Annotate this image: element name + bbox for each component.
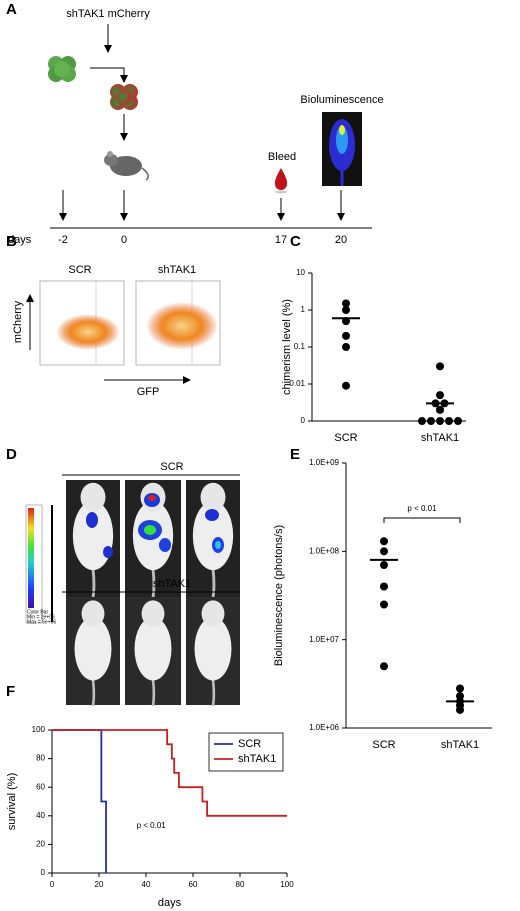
biolum-image — [322, 112, 362, 186]
flow-y-label: mCherry — [12, 300, 24, 343]
colorbar-text: Color Bar — [27, 609, 48, 615]
y-tick-label: 1.0E+07 — [309, 635, 340, 644]
dot — [380, 547, 388, 556]
days-label: days — [8, 234, 32, 246]
x-tick-label: 0 — [50, 880, 55, 889]
bleed-label: Bleed — [268, 151, 296, 163]
y-axis-label: survival (%) — [6, 773, 18, 830]
dot — [342, 331, 350, 340]
dot — [456, 705, 464, 714]
y-tick-label: 80 — [36, 754, 45, 763]
dot — [342, 299, 350, 308]
x-tick-label: 80 — [236, 880, 245, 889]
flow-title: shTAK1 — [158, 264, 196, 276]
significance-bracket — [383, 517, 461, 523]
legend-label: shTAK1 — [238, 753, 276, 765]
survival-line — [52, 729, 107, 873]
panel-label: A — [6, 1, 17, 18]
y-tick-label: 0.01 — [289, 379, 305, 388]
day-label: 17 — [275, 234, 287, 246]
imaging-label: Bioluminescence — [300, 94, 383, 106]
dot — [454, 417, 462, 425]
dot — [380, 537, 388, 546]
day-label: 0 — [121, 234, 127, 246]
y-tick-label: 1.0E+09 — [309, 458, 340, 467]
blood-drop — [274, 168, 288, 190]
x-tick-label: 100 — [280, 880, 294, 889]
imaging-panel: SCR shTAK1 Color Bar Min = 2e+06 Max = 5… — [25, 461, 240, 706]
y-tick-label: 0 — [301, 416, 306, 425]
day-label: 20 — [335, 234, 347, 246]
cells — [48, 56, 76, 82]
dot — [380, 662, 388, 671]
legend-label: SCR — [238, 738, 261, 750]
y-axis-label: Bioluminescence (photons/s) — [273, 525, 285, 666]
dot — [436, 405, 444, 414]
y-tick-label: 10 — [296, 268, 305, 277]
x-tick-label: SCR — [372, 739, 395, 751]
panel-label: B — [6, 233, 17, 250]
y-axis-label: chimerism level (%) — [281, 299, 293, 395]
flow-title: SCR — [68, 264, 91, 276]
flow-x-label: GFP — [137, 386, 160, 398]
dot — [342, 381, 350, 390]
y-tick-label: 0 — [41, 868, 46, 877]
transduced-cells — [110, 84, 138, 110]
annotation: p < 0.01 — [407, 504, 437, 513]
y-tick-label: 60 — [36, 782, 45, 791]
x-axis-label: days — [158, 897, 182, 909]
dot — [380, 600, 388, 609]
y-tick-label: 1 — [301, 305, 306, 314]
x-tick-label: 40 — [142, 880, 151, 889]
group-label: SCR — [160, 461, 183, 473]
day-label: -2 — [58, 234, 68, 246]
dot — [456, 684, 464, 693]
x-tick-label: SCR — [334, 432, 357, 444]
panel-label: D — [6, 446, 17, 463]
x-tick-label: shTAK1 — [421, 432, 459, 444]
panel-label: C — [290, 233, 301, 250]
dot — [380, 561, 388, 570]
panel-label: F — [6, 683, 15, 700]
dot — [436, 417, 444, 425]
dot — [436, 391, 444, 400]
construct-label: shTAK1 mCherry — [66, 8, 150, 20]
dot — [427, 417, 435, 425]
annotation: p < 0.01 — [137, 821, 167, 830]
dot — [418, 417, 426, 425]
dot — [445, 417, 453, 425]
timeline: shTAK1 mCherry Bleed Bioluminescence — [8, 8, 384, 246]
flow-plots: SCR shTAK1 mCherry GFP — [12, 264, 221, 398]
y-tick-label: 1.0E+06 — [309, 723, 340, 732]
y-tick-label: 0.1 — [294, 342, 306, 351]
x-tick-label: shTAK1 — [441, 739, 479, 751]
dot — [380, 582, 388, 591]
colorbar-text: Min = 2e+06 — [27, 614, 55, 620]
y-tick-label: 1.0E+08 — [309, 546, 340, 555]
y-tick-label: 20 — [36, 840, 45, 849]
y-tick-label: 40 — [36, 811, 45, 820]
y-tick-label: 100 — [32, 725, 46, 734]
group-label: shTAK1 — [153, 578, 191, 590]
dot — [436, 362, 444, 371]
dot — [342, 306, 350, 314]
survival-line — [52, 729, 287, 817]
x-tick-label: 60 — [189, 880, 198, 889]
x-tick-label: 20 — [95, 880, 104, 889]
colorbar-text: Max = 5e+06 — [27, 619, 56, 625]
panel-label: E — [290, 446, 300, 463]
legend-box — [208, 732, 284, 772]
dot — [342, 343, 350, 351]
mouse-icon — [104, 151, 149, 181]
